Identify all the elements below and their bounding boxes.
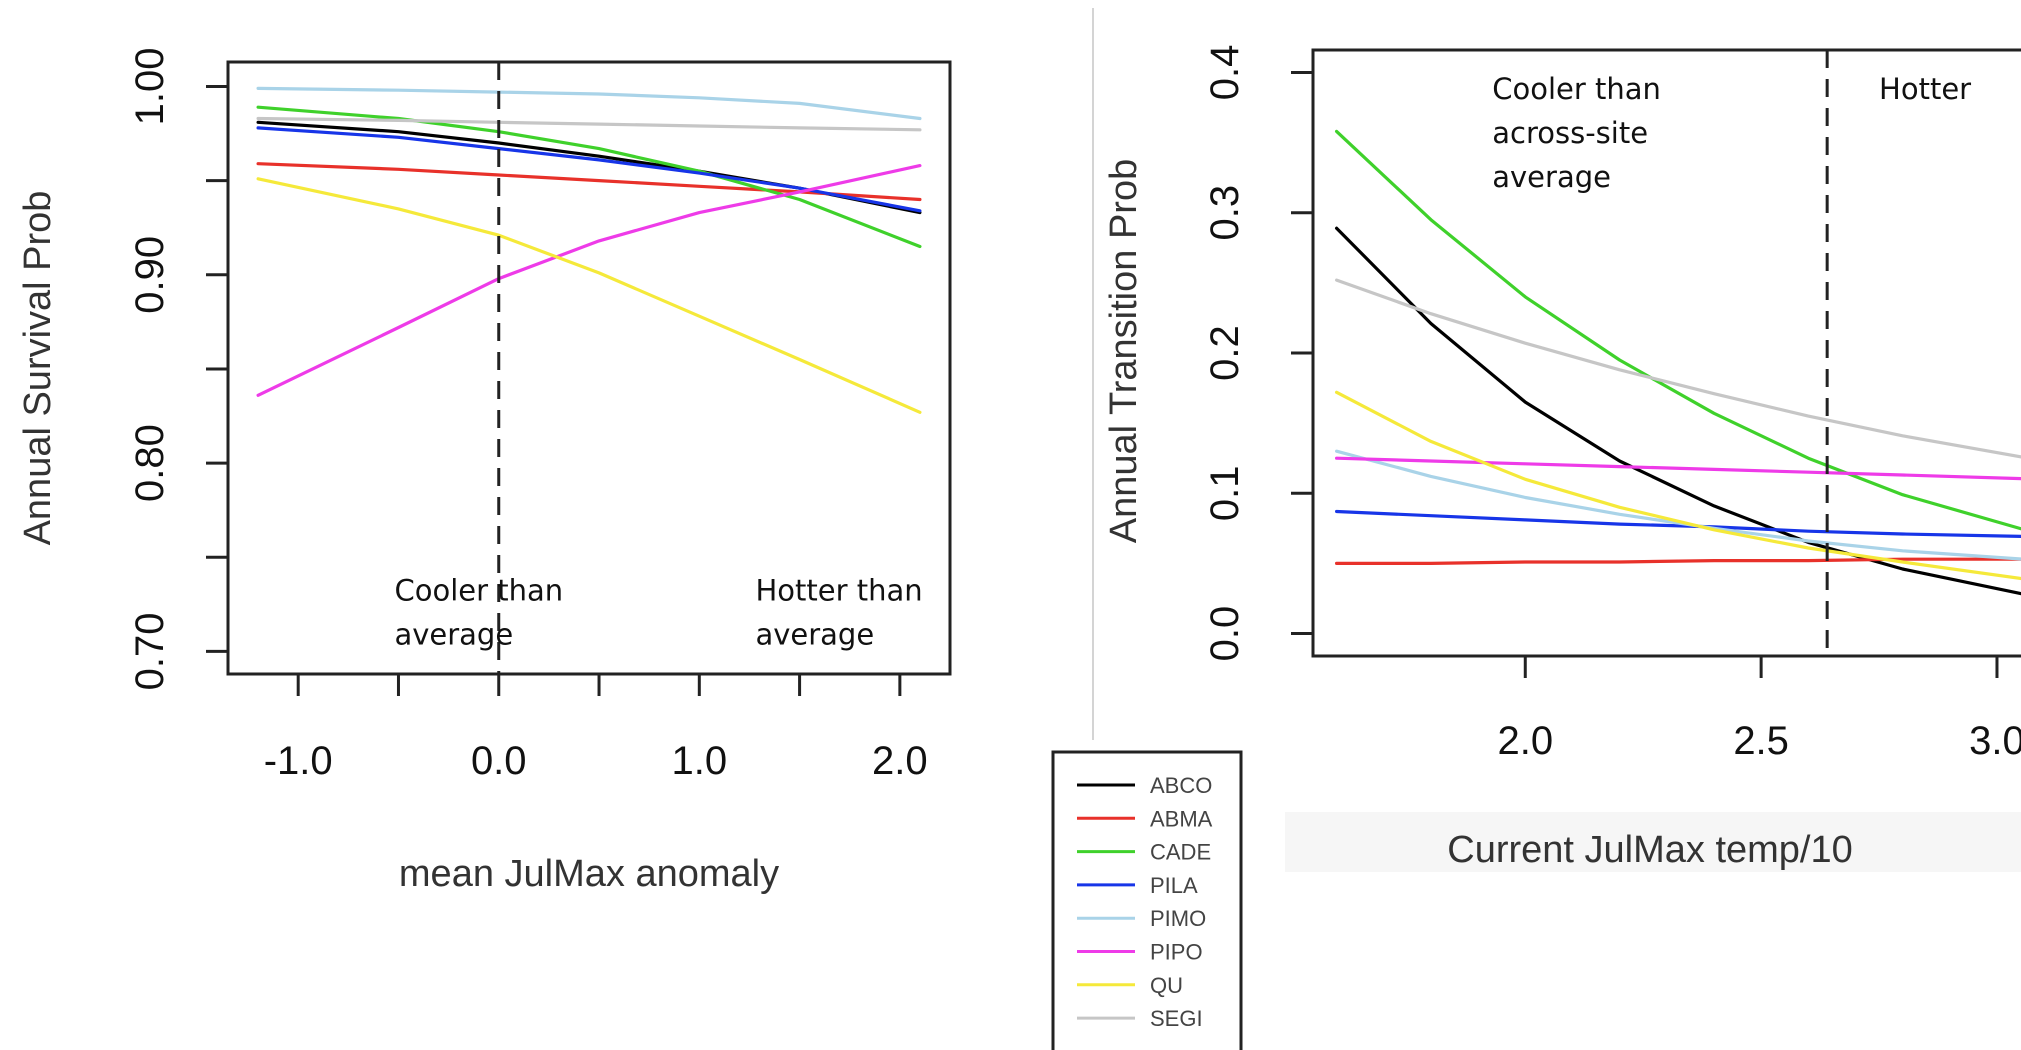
annotation-text: Hotter than: [755, 574, 922, 608]
series-line-cade: [1335, 129, 2021, 531]
legend: ABCO ABMA CADE PILA PIMO PIPO QU SEGI: [1051, 750, 1243, 1050]
legend-label-cade: CADE: [1150, 840, 1211, 865]
legend-box: [1051, 750, 1243, 1050]
x-tick-label: 2.0: [872, 739, 928, 783]
series-line-qu: [256, 177, 922, 414]
annotation-text: average: [755, 618, 874, 652]
series-group: [1335, 129, 2021, 596]
legend-label-abco: ABCO: [1150, 773, 1212, 798]
x-tick-label: 2.5: [1733, 719, 1789, 763]
xlabel-background: [1285, 812, 2021, 872]
y-axis-title: Annual Survival Prob: [17, 191, 59, 546]
y-axis-title: Annual Transition Prob: [1103, 159, 1145, 543]
y-tick-label: 0.2: [1203, 325, 1247, 381]
x-tick-label: -1.0: [264, 739, 333, 783]
series-line-pimo: [256, 86, 922, 121]
series-line-pila: [256, 126, 922, 213]
legend-label-pila: PILA: [1150, 873, 1198, 898]
x-tick-label: 2.0: [1497, 719, 1553, 763]
x-axis-title: Current JulMax temp/10: [1447, 829, 1853, 871]
legend-label-abma: ABMA: [1150, 806, 1213, 831]
legend-label-qu: QU: [1150, 973, 1183, 998]
series-line-pipo: [256, 164, 922, 397]
annotation-text: Cooler than: [394, 574, 563, 608]
legend-label-segi: SEGI: [1150, 1006, 1203, 1031]
annotation-text: average: [1492, 160, 1611, 194]
y-tick-label: 0.4: [1203, 45, 1247, 101]
y-tick-label: 0.3: [1203, 185, 1247, 241]
x-tick-label: 1.0: [672, 739, 728, 783]
x-tick-label: 3.0: [1969, 719, 2021, 763]
y-tick-label: 0.80: [128, 424, 172, 502]
annotation-text: Hotter: [1879, 72, 1971, 106]
legend-label-pimo: PIMO: [1150, 906, 1206, 931]
y-tick-label: 0.1: [1203, 465, 1247, 521]
survival-chart: -1.0 0.0 1.0 2.0 0.70 0.80 0.90 1.00 mean JulMax…: [17, 48, 952, 895]
annotation-text: Cooler than: [1492, 72, 1661, 106]
transition-chart: 2.0 2.5 3.0 0.0 0.1 0.2 0.3 0.4 Current JulMax t…: [1103, 45, 2021, 871]
x-axis-title: mean JulMax anomaly: [399, 853, 779, 895]
series-line-abco: [1335, 226, 2021, 596]
y-tick-label: 0.0: [1203, 606, 1247, 662]
y-tick-label: 0.70: [128, 612, 172, 690]
series-line-pimo: [1335, 449, 2021, 561]
legend-label-pipo: PIPO: [1150, 940, 1203, 965]
series-line-cade: [256, 105, 922, 249]
y-tick-label: 1.00: [128, 48, 172, 126]
series-line-segi: [256, 116, 922, 132]
series-line-pipo: [1335, 456, 2021, 481]
series-line-pila: [1335, 509, 2021, 538]
annotation-text: average: [394, 618, 513, 652]
annotation-text: across-site: [1492, 116, 1648, 150]
y-tick-label: 0.90: [128, 236, 172, 314]
series-line-segi: [1335, 278, 2021, 459]
series-line-qu: [1335, 390, 2021, 581]
x-tick-label: 0.0: [471, 739, 527, 783]
series-group: [256, 86, 922, 414]
